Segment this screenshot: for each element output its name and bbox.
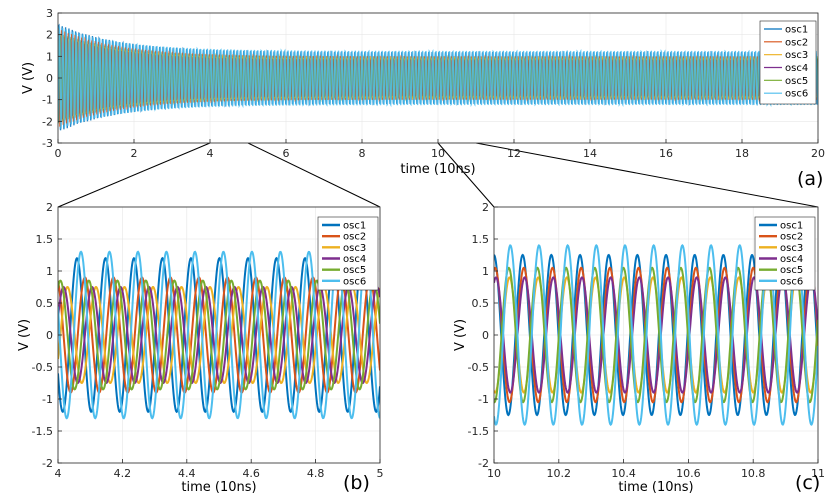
y-tick-label: -2 <box>478 457 489 470</box>
y-tick-label: -1.5 <box>32 425 53 438</box>
y-tick-label: 1 <box>46 265 53 278</box>
y-tick-label: -1 <box>42 393 53 406</box>
legend-label-osc6: osc6 <box>343 276 366 287</box>
x-tick-label: 14 <box>583 147 597 160</box>
x-tick-label: 4.2 <box>114 467 132 480</box>
legend-label-osc1: osc1 <box>780 221 803 232</box>
series-group <box>58 23 818 131</box>
y-axis-label: V (V) <box>17 319 32 351</box>
legend-box <box>754 216 816 291</box>
zoom-connector-left <box>57 142 211 208</box>
series-line-osc4 <box>494 276 818 394</box>
y-tick-label: -3 <box>42 137 53 150</box>
legend-label-osc4: osc4 <box>780 254 803 265</box>
x-tick-label: 10.6 <box>676 467 701 480</box>
y-tick-label: 2 <box>482 201 489 214</box>
x-tick-label: 8 <box>359 147 366 160</box>
x-tick-label: 2 <box>131 147 138 160</box>
legend-label-osc6: osc6 <box>780 276 803 287</box>
y-axis-label: V (V) <box>453 319 468 351</box>
x-tick-label: 4 <box>207 147 214 160</box>
y-tick-label: 2 <box>46 201 53 214</box>
x-tick-label: 10.2 <box>547 467 572 480</box>
legend-label-osc3: osc3 <box>780 243 803 254</box>
zoom-connector-left <box>437 142 495 208</box>
y-axis-label: V (V) <box>21 62 36 94</box>
y-tick-label: 0 <box>482 329 489 342</box>
series-line-osc3 <box>58 285 380 385</box>
series-group <box>58 250 380 420</box>
x-tick-label: 10 <box>487 467 501 480</box>
x-tick-label: 6 <box>283 147 290 160</box>
zoom-connector-right <box>247 142 381 208</box>
y-tick-label: 2 <box>46 29 53 42</box>
x-tick-label: 0 <box>55 147 62 160</box>
x-tick-label: 4.6 <box>242 467 260 480</box>
y-tick-label: 0.5 <box>36 297 54 310</box>
panel-label: (c) <box>795 472 820 494</box>
y-tick-label: -2 <box>42 457 53 470</box>
y-tick-label: 1 <box>46 50 53 63</box>
x-tick-label: 4.4 <box>178 467 196 480</box>
series-line-osc6 <box>58 250 380 420</box>
legend-label-osc1: osc1 <box>343 221 366 232</box>
legend-label-osc5: osc5 <box>785 76 808 87</box>
x-tick-label: 10 <box>431 147 445 160</box>
x-tick-label: 4.8 <box>307 467 325 480</box>
y-tick-label: -1 <box>42 94 53 107</box>
legend-label-osc5: osc5 <box>780 265 803 276</box>
y-tick-label: 1.5 <box>36 233 54 246</box>
legend-box <box>317 216 379 291</box>
legend-label-osc6: osc6 <box>785 89 808 100</box>
x-tick-label: 5 <box>377 467 384 480</box>
legend-label-osc4: osc4 <box>343 254 366 265</box>
legend-label-osc2: osc2 <box>785 37 808 48</box>
legend-box <box>759 20 817 105</box>
series-line-osc5 <box>58 279 380 391</box>
y-tick-label: 0 <box>46 72 53 85</box>
y-tick-label: 3 <box>46 7 53 20</box>
x-tick-label: 20 <box>811 147 825 160</box>
y-tick-label: 0.5 <box>472 297 490 310</box>
zoom-connector-right <box>475 142 819 208</box>
x-tick-label: 11 <box>811 467 825 480</box>
y-tick-label: 1 <box>482 265 489 278</box>
x-tick-label: 12 <box>507 147 521 160</box>
x-tick-label: 18 <box>735 147 749 160</box>
panel-b-zoom-chart: 4 4.2 4.4 4.6 4.8 5 -2 -1.5 -1 -0.5 0 0.5 1 1.5 2 time … <box>17 201 384 495</box>
legend-label-osc1: osc1 <box>785 25 808 36</box>
y-tick-label: -1 <box>478 393 489 406</box>
legend-label-osc2: osc2 <box>780 232 803 243</box>
x-tick-label: 16 <box>659 147 673 160</box>
x-tick-label: 4 <box>55 467 62 480</box>
y-tick-label: -0.5 <box>468 361 489 374</box>
panel-label: (b) <box>343 472 370 494</box>
panel-c-zoom-chart: 10 10.2 10.4 10.6 10.8 11 -2 -1.5 -1 -0.5 0 0.5 1 1.5… <box>453 201 825 495</box>
y-tick-label: -2 <box>42 115 53 128</box>
y-tick-label: 1.5 <box>472 233 490 246</box>
y-tick-label: -0.5 <box>32 361 53 374</box>
x-axis-label: time (10ns) <box>618 480 693 495</box>
x-axis-label: time (10ns) <box>400 162 475 177</box>
x-axis-label: time (10ns) <box>181 480 256 495</box>
legend-label-osc2: osc2 <box>343 232 366 243</box>
x-tick-label: 10.4 <box>611 467 636 480</box>
panel-label: (a) <box>797 168 823 190</box>
y-tick-label: 0 <box>46 329 53 342</box>
legend-label-osc3: osc3 <box>343 243 366 254</box>
legend-label-osc3: osc3 <box>785 50 808 61</box>
y-tick-label: -1.5 <box>468 425 489 438</box>
x-tick-label: 10.8 <box>741 467 766 480</box>
series-line-osc6 <box>58 26 818 129</box>
legend-label-osc5: osc5 <box>343 265 366 276</box>
legend-label-osc4: osc4 <box>785 63 808 74</box>
